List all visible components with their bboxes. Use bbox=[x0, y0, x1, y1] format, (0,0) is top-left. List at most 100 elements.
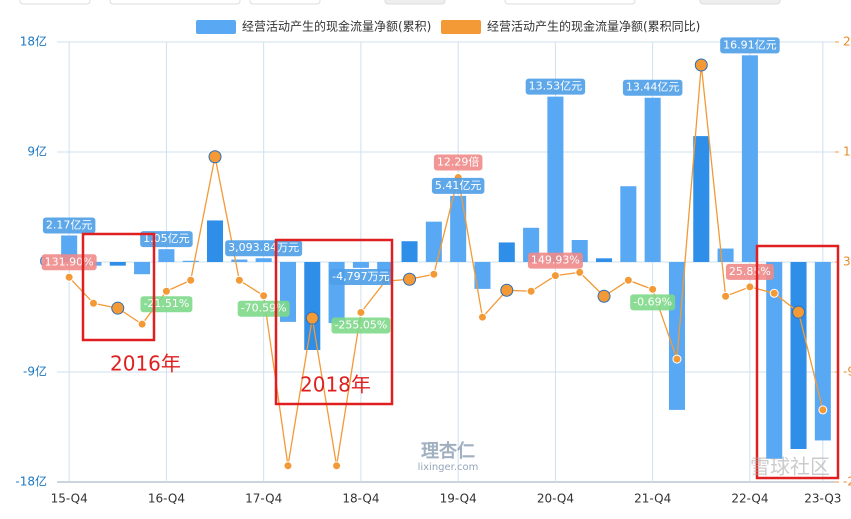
y2-tick-label: 1 bbox=[843, 145, 851, 159]
bar bbox=[766, 262, 783, 459]
line-point bbox=[694, 58, 708, 72]
bar bbox=[450, 195, 467, 262]
y2-tick-label: 3 bbox=[843, 255, 851, 269]
bar bbox=[352, 262, 369, 268]
bar bbox=[304, 262, 321, 350]
data-label: 3,093.84万元 bbox=[228, 241, 299, 254]
line-point bbox=[526, 286, 536, 296]
line-point bbox=[64, 272, 74, 282]
data-label: -0.69% bbox=[633, 295, 672, 308]
bar bbox=[158, 249, 175, 262]
annotation: 2018年 bbox=[300, 373, 371, 397]
highlight-box bbox=[274, 238, 394, 406]
bar bbox=[231, 259, 248, 262]
x-tick-label: 23-Q3 bbox=[804, 492, 841, 506]
line-point bbox=[161, 286, 171, 296]
x-tick-label: 15-Q4 bbox=[51, 492, 88, 506]
bar bbox=[207, 220, 224, 262]
line-point bbox=[597, 289, 611, 303]
data-label-bg bbox=[720, 37, 780, 54]
bar bbox=[401, 241, 418, 262]
line-point bbox=[137, 319, 147, 329]
watermark: 理杏仁 bbox=[421, 440, 475, 462]
highlight-box bbox=[755, 244, 840, 480]
y-tick-label: 18亿 bbox=[20, 34, 47, 49]
data-label: 12.29倍 bbox=[437, 155, 480, 169]
legend-swatch bbox=[196, 20, 236, 34]
bar bbox=[741, 55, 758, 263]
line-point bbox=[305, 311, 319, 325]
plot-area: 18亿9亿0-9亿-18亿213-9-215-Q416-Q417-Q418-Q4… bbox=[15, 34, 851, 506]
x-tick-label: 17-Q4 bbox=[245, 492, 282, 506]
x-tick-label: 19-Q4 bbox=[440, 492, 477, 506]
data-label-bg bbox=[225, 240, 303, 257]
toolbar-button[interactable] bbox=[109, 0, 241, 5]
toolbar-button[interactable] bbox=[19, 0, 91, 5]
line-point bbox=[111, 301, 125, 315]
watermark: 雪球社区 bbox=[750, 455, 830, 479]
bar bbox=[255, 258, 272, 262]
annotation-boxes bbox=[81, 232, 840, 480]
x-tick-label: 21-Q4 bbox=[634, 492, 671, 506]
toolbar-button[interactable] bbox=[504, 0, 636, 5]
bar bbox=[596, 258, 613, 262]
line-point bbox=[550, 271, 560, 281]
y2-tick-label: -2 bbox=[843, 475, 851, 489]
watermark: lixinger.com bbox=[418, 462, 479, 473]
bar bbox=[474, 262, 491, 289]
bar bbox=[790, 262, 807, 449]
bar bbox=[182, 260, 199, 262]
data-label-bg bbox=[725, 263, 774, 280]
y2-tick-label: -9 bbox=[843, 365, 851, 379]
toolbar-button[interactable] bbox=[249, 0, 321, 5]
data-label: 149.93% bbox=[531, 254, 580, 267]
data-label-bg bbox=[42, 217, 96, 234]
line-point bbox=[259, 291, 269, 301]
toolbar bbox=[19, 0, 781, 5]
data-label: 13.53亿元 bbox=[529, 80, 583, 93]
line-point bbox=[283, 461, 293, 471]
data-label-bg bbox=[329, 269, 393, 285]
bar bbox=[377, 262, 394, 272]
data-label: 5.41亿元 bbox=[435, 179, 482, 192]
bar bbox=[693, 136, 710, 262]
y-tick-label: 9亿 bbox=[27, 144, 47, 159]
line-point bbox=[208, 150, 222, 164]
line-point bbox=[186, 275, 196, 285]
line-point bbox=[623, 275, 633, 285]
bar bbox=[717, 248, 734, 262]
legend-label[interactable]: 经营活动产生的现金流量净额(累积) bbox=[242, 19, 431, 34]
line-point bbox=[477, 312, 487, 322]
bar bbox=[620, 186, 637, 262]
data-label: 16.91亿元 bbox=[723, 38, 777, 51]
toolbar-button[interactable] bbox=[384, 0, 446, 5]
legend-swatch bbox=[441, 20, 481, 34]
legend-label[interactable]: 经营活动产生的现金流量净额(累积同比) bbox=[487, 19, 700, 34]
data-label: 25.85% bbox=[729, 265, 771, 278]
data-label: -255.05% bbox=[334, 318, 387, 331]
line-point bbox=[429, 269, 439, 279]
x-tick-label: 20-Q4 bbox=[537, 492, 574, 506]
data-label-bg bbox=[433, 154, 483, 171]
toolbar-button[interactable] bbox=[699, 0, 781, 5]
data-label: 131.90% bbox=[45, 255, 94, 268]
data-label-bg bbox=[630, 294, 676, 311]
line bbox=[68, 64, 824, 466]
line-point bbox=[792, 305, 806, 319]
data-label-bg bbox=[622, 79, 683, 96]
y2-tick-label: 2 bbox=[843, 35, 851, 49]
data-label: -4,797万元 bbox=[332, 270, 389, 283]
line-point bbox=[721, 291, 731, 301]
x-tick-label: 22-Q4 bbox=[731, 492, 768, 506]
line-point bbox=[88, 298, 98, 308]
line-point bbox=[818, 405, 828, 415]
line-point bbox=[403, 272, 417, 286]
line-point bbox=[500, 283, 514, 297]
data-label: 13.44亿元 bbox=[626, 81, 680, 94]
bar bbox=[498, 242, 515, 262]
data-label-bg bbox=[527, 252, 583, 269]
line-point bbox=[575, 267, 585, 277]
line-point bbox=[672, 354, 682, 364]
data-label-bg bbox=[331, 317, 391, 334]
